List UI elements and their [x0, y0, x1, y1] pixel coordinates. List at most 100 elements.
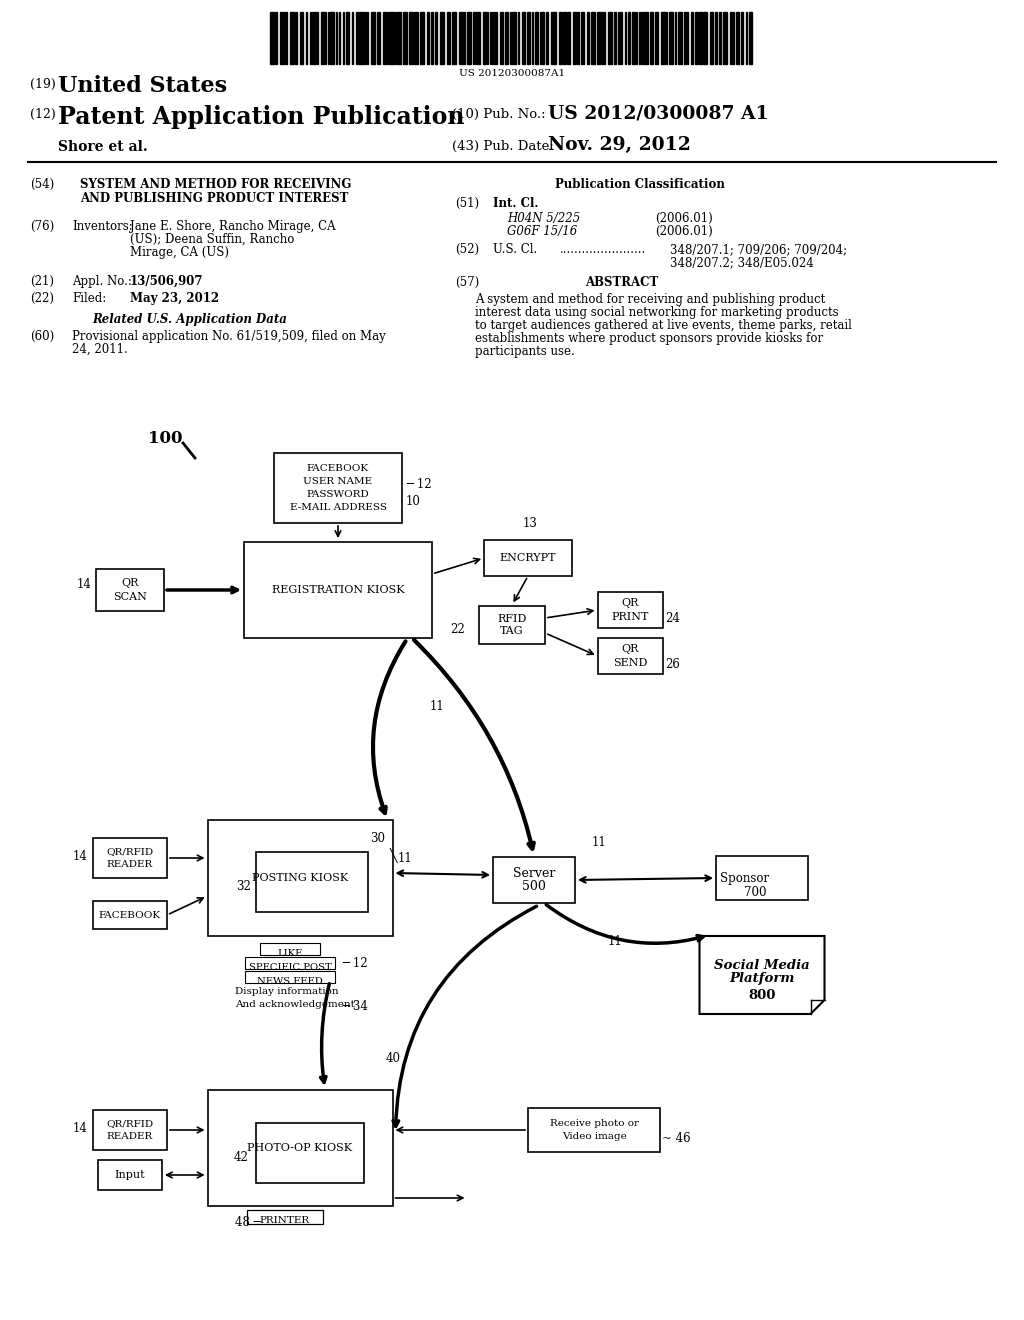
Bar — [483, 12, 486, 63]
Bar — [256, 851, 368, 912]
Bar — [479, 606, 545, 644]
Text: PASSWORD: PASSWORD — [306, 490, 370, 499]
Bar — [655, 12, 658, 63]
Text: 11: 11 — [608, 935, 623, 948]
Bar — [440, 12, 444, 63]
Bar — [563, 12, 566, 63]
Text: 48 ─: 48 ─ — [234, 1216, 261, 1229]
Bar — [394, 12, 396, 63]
Bar — [614, 12, 616, 63]
Text: QR: QR — [121, 578, 138, 589]
Bar — [741, 12, 743, 63]
Text: TAG: TAG — [500, 627, 524, 636]
Text: QR/RFID: QR/RFID — [106, 1119, 154, 1129]
Text: SEND: SEND — [612, 657, 647, 668]
Text: Inventors:: Inventors: — [72, 220, 133, 234]
Text: Filed:: Filed: — [72, 292, 106, 305]
Text: READER: READER — [106, 861, 154, 869]
Bar — [270, 12, 274, 63]
Text: LIKE: LIKE — [278, 949, 303, 958]
Bar — [597, 12, 600, 63]
Text: SCAN: SCAN — [113, 591, 146, 602]
Text: 14: 14 — [73, 850, 88, 863]
Bar — [435, 12, 437, 63]
Text: (43) Pub. Date:: (43) Pub. Date: — [452, 140, 554, 153]
Bar — [208, 820, 392, 936]
Text: 14: 14 — [73, 1122, 88, 1135]
Bar — [695, 12, 698, 63]
Text: 30: 30 — [370, 832, 385, 845]
Bar — [691, 12, 693, 63]
Bar — [716, 855, 808, 900]
Text: Receive photo or: Receive photo or — [550, 1119, 639, 1129]
Text: FACEBOOK: FACEBOOK — [307, 465, 369, 473]
Bar — [409, 12, 413, 63]
Bar — [295, 12, 297, 63]
Text: (2006.01): (2006.01) — [655, 213, 713, 224]
Text: Platform: Platform — [729, 972, 795, 985]
Text: US 20120300087A1: US 20120300087A1 — [459, 69, 565, 78]
Text: Jane E. Shore, Rancho Mirage, CA: Jane E. Shore, Rancho Mirage, CA — [130, 220, 336, 234]
Bar — [522, 12, 525, 63]
Text: (19): (19) — [30, 78, 55, 91]
Bar — [723, 12, 727, 63]
Text: 10: 10 — [406, 495, 421, 508]
Bar — [247, 1210, 323, 1224]
Text: 13/506,907: 13/506,907 — [130, 275, 204, 288]
Text: 24: 24 — [666, 612, 680, 624]
Bar — [290, 12, 294, 63]
Text: participants use.: participants use. — [475, 345, 574, 358]
Bar — [280, 12, 284, 63]
Bar — [208, 1090, 392, 1206]
Text: AND PUBLISHING PRODUCT INTEREST: AND PUBLISHING PRODUCT INTEREST — [80, 191, 348, 205]
Bar — [427, 12, 429, 63]
Text: U.S. Cl.: U.S. Cl. — [493, 243, 538, 256]
Bar — [493, 857, 575, 903]
Text: Patent Application Publication: Patent Application Publication — [58, 106, 465, 129]
Text: Display information: Display information — [234, 987, 339, 997]
Bar — [559, 12, 562, 63]
Text: 11: 11 — [398, 851, 413, 865]
Bar — [397, 12, 401, 63]
Text: ABSTRACT: ABSTRACT — [585, 276, 658, 289]
Text: (51): (51) — [455, 197, 479, 210]
Text: Video image: Video image — [561, 1133, 627, 1140]
Text: (21): (21) — [30, 275, 54, 288]
Bar — [452, 12, 456, 63]
Bar — [431, 12, 433, 63]
Bar — [553, 12, 556, 63]
Text: PHOTO-OP KIOSK: PHOTO-OP KIOSK — [248, 1143, 352, 1152]
Bar — [608, 12, 612, 63]
Text: G06F 15/16: G06F 15/16 — [507, 224, 578, 238]
Text: 14: 14 — [77, 578, 92, 591]
Text: 348/207.1; 709/206; 709/204;: 348/207.1; 709/206; 709/204; — [670, 243, 847, 256]
Text: .......................: ....................... — [560, 243, 646, 256]
Text: (76): (76) — [30, 220, 54, 234]
Bar — [684, 12, 686, 63]
Bar — [669, 12, 673, 63]
Text: A system and method for receiving and publishing product: A system and method for receiving and pu… — [475, 293, 825, 306]
Text: Social Media: Social Media — [714, 960, 810, 972]
Text: 100: 100 — [148, 430, 182, 447]
Bar — [620, 12, 622, 63]
Text: 22: 22 — [451, 623, 465, 636]
Text: interest data using social networking for marketing products: interest data using social networking fo… — [475, 306, 839, 319]
Bar — [500, 12, 503, 63]
Text: establishments where product sponsors provide kiosks for: establishments where product sponsors pr… — [475, 333, 823, 345]
Text: Mirage, CA (US): Mirage, CA (US) — [130, 246, 229, 259]
Text: 26: 26 — [666, 657, 680, 671]
Text: E-MAIL ADDRESS: E-MAIL ADDRESS — [290, 503, 386, 512]
Text: 40: 40 — [386, 1052, 401, 1065]
Text: QR: QR — [622, 644, 639, 655]
Bar — [581, 12, 584, 63]
Text: Server: Server — [513, 867, 555, 880]
Bar — [256, 1123, 364, 1183]
Bar — [567, 12, 570, 63]
Bar — [93, 1110, 167, 1150]
Text: SYSTEM AND METHOD FOR RECEIVING: SYSTEM AND METHOD FOR RECEIVING — [80, 178, 351, 191]
Text: Int. Cl.: Int. Cl. — [493, 197, 539, 210]
Bar — [389, 12, 393, 63]
Text: 13: 13 — [523, 517, 538, 531]
Bar — [383, 12, 385, 63]
Bar — [577, 12, 579, 63]
